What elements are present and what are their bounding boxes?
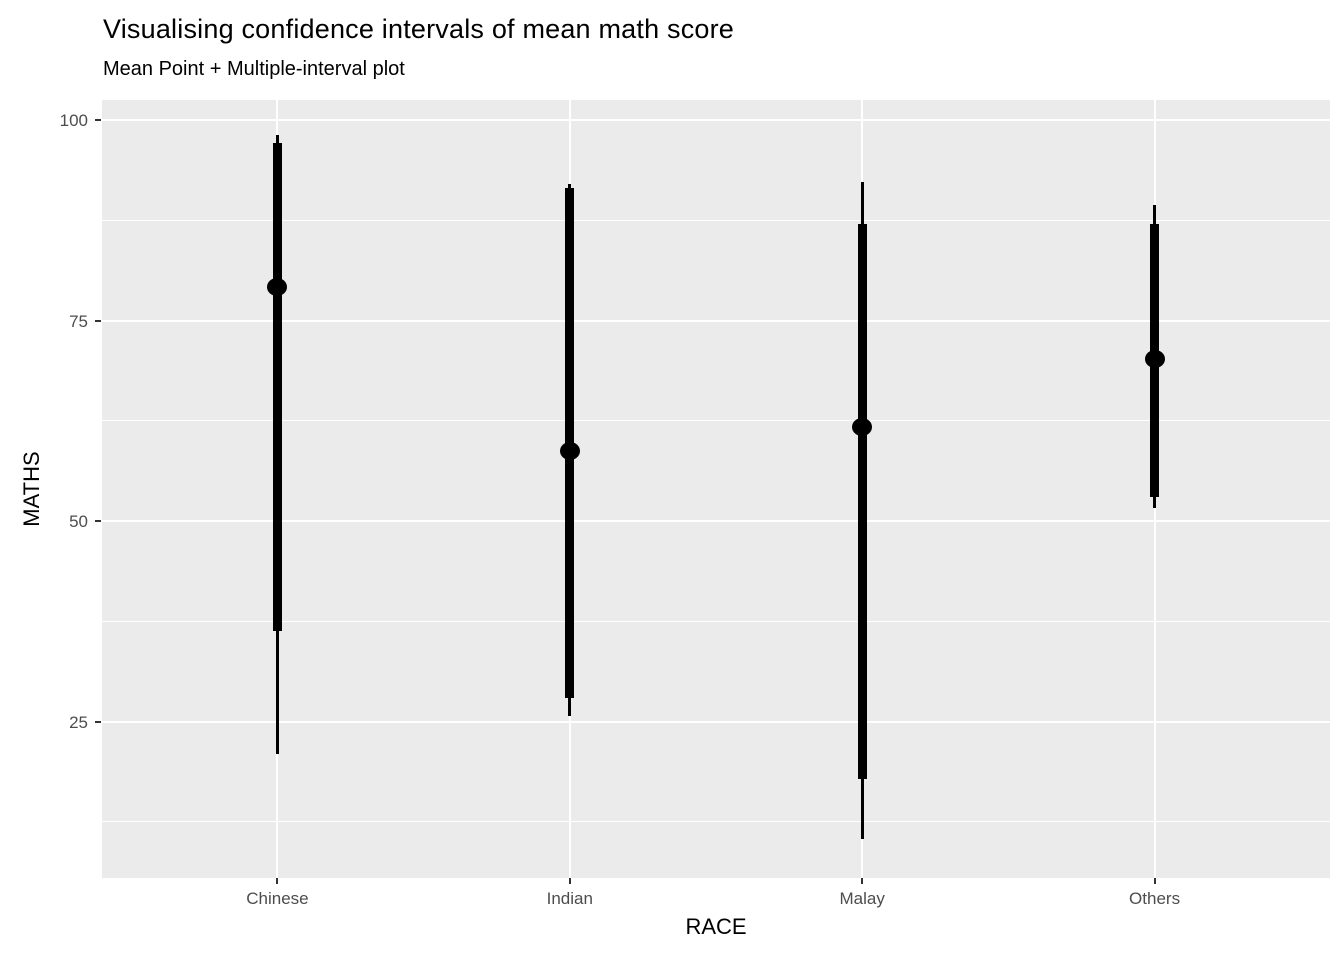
gridline-minor xyxy=(102,620,1330,622)
x-axis-tick xyxy=(1153,878,1156,884)
gridline-minor xyxy=(102,420,1330,422)
gridline-major xyxy=(102,520,1330,523)
x-tick-label: Others xyxy=(1129,889,1181,908)
mean-point xyxy=(852,418,873,437)
y-axis-tick xyxy=(95,319,101,322)
y-axis-tick xyxy=(95,520,101,523)
y-axis-tick xyxy=(95,119,101,122)
plot-panel xyxy=(102,100,1330,878)
mean-point xyxy=(1144,350,1165,369)
x-tick-label: Chinese xyxy=(246,889,309,908)
gridline-minor xyxy=(102,821,1330,823)
y-tick-label: 100 xyxy=(59,111,88,131)
chart-subtitle: Mean Point + Multiple-interval plot xyxy=(103,58,405,80)
gridline-major xyxy=(102,119,1330,122)
y-tick-label: 50 xyxy=(69,512,88,532)
chart-title: Visualising confidence intervals of mean… xyxy=(103,14,735,44)
y-tick-label: 75 xyxy=(69,311,88,331)
gridline-major xyxy=(102,319,1330,322)
x-axis-tick xyxy=(276,878,279,884)
x-tick-label: Malay xyxy=(839,889,885,908)
x-tick-label: Indian xyxy=(546,889,593,908)
x-axis-tick xyxy=(861,878,864,884)
mean-point xyxy=(267,277,288,296)
interval-thick xyxy=(857,224,867,780)
interval-thick xyxy=(272,143,282,631)
mean-point xyxy=(559,442,580,461)
y-axis-tick xyxy=(95,720,101,723)
gridline-minor xyxy=(102,219,1330,221)
gridline-major xyxy=(102,720,1330,723)
y-tick-label: 25 xyxy=(69,712,88,732)
x-axis-title: RACE xyxy=(685,914,747,939)
x-axis-tick xyxy=(568,878,571,884)
